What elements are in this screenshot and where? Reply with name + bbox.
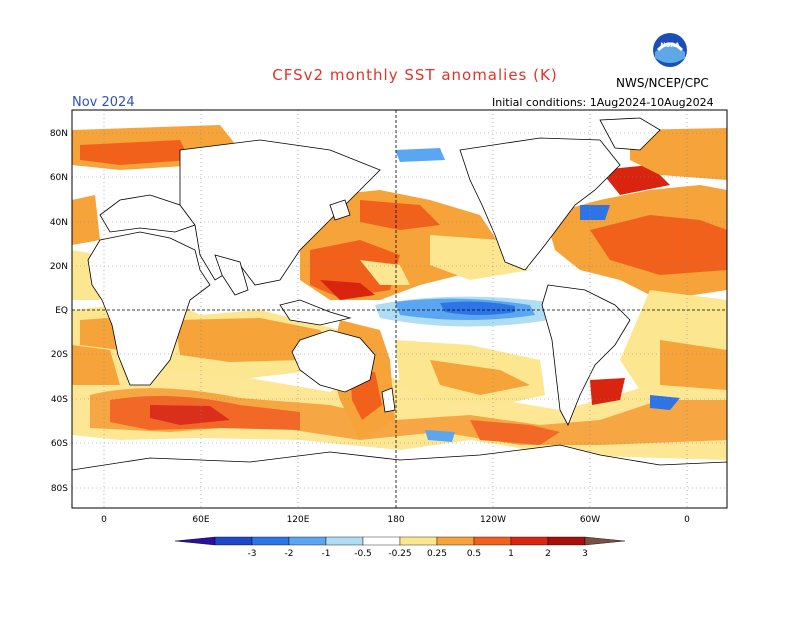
colorbar-segment xyxy=(214,536,253,546)
noaa-logo: NOAA xyxy=(653,33,687,67)
lat-label: 80S xyxy=(51,484,68,494)
lat-label: 20N xyxy=(50,262,68,272)
antarctica xyxy=(72,444,727,508)
lon-labels: 0 60E 120E 180 120W 60W 0 xyxy=(101,515,690,525)
lat-label: 60S xyxy=(51,439,68,449)
lon-label: 0 xyxy=(101,515,107,525)
greenland xyxy=(599,117,661,151)
colorbar-segment xyxy=(325,536,364,546)
colorbar-max-arrow xyxy=(584,536,626,546)
colorbar-segment xyxy=(362,536,401,546)
lat-label: EQ xyxy=(55,306,68,316)
forecast-month: Nov 2024 xyxy=(72,95,135,110)
colorbar-label: -3 xyxy=(248,549,257,559)
colorbar-segment xyxy=(510,536,549,546)
initial-conditions: Initial conditions: 1Aug2024-10Aug2024 xyxy=(492,96,714,109)
africa xyxy=(87,231,211,386)
colorbar-label: -0.25 xyxy=(388,549,411,559)
north-america xyxy=(459,137,621,271)
lon-label: 60E xyxy=(192,515,209,525)
colorbar-segment xyxy=(399,536,438,546)
map-area xyxy=(72,110,727,508)
anomaly-south-pacific xyxy=(395,340,545,442)
new-zealand xyxy=(381,387,396,413)
japan xyxy=(329,199,351,221)
colorbar-label: -0.5 xyxy=(354,549,372,559)
indonesia xyxy=(279,299,352,326)
lon-label: 120E xyxy=(287,515,310,525)
colorbar-min-arrow xyxy=(174,536,216,546)
colorbar-label: -2 xyxy=(285,549,294,559)
colorbar-label: -1 xyxy=(322,549,331,559)
lat-label: 40S xyxy=(51,395,68,405)
colorbar-label: 0.25 xyxy=(427,549,447,559)
lon-label: 60W xyxy=(580,515,600,525)
colorbar-segment xyxy=(436,536,475,546)
colorbar-label: 1 xyxy=(508,549,514,559)
lat-label: 60N xyxy=(50,173,68,183)
colorbar-label: 2 xyxy=(545,549,551,559)
asia xyxy=(179,139,381,286)
colorbar-segment xyxy=(288,536,327,546)
lat-labels: 80N 60N 40N 20N EQ 20S 40S 60S 80S xyxy=(50,129,68,494)
colorbar-label: 3 xyxy=(582,549,588,559)
continents xyxy=(72,117,727,508)
reference-lines xyxy=(72,110,727,508)
australia xyxy=(291,329,376,393)
anomaly-southern-ocean xyxy=(72,368,727,460)
lon-label: 180 xyxy=(387,515,404,525)
anomaly-equatorial-pacific xyxy=(375,296,560,327)
lat-label: 40N xyxy=(50,218,68,228)
anomaly-atlantic xyxy=(545,165,727,410)
colorbar-segment xyxy=(473,536,512,546)
south-america xyxy=(541,284,631,426)
lon-label: 0 xyxy=(684,515,690,525)
lat-label: 20S xyxy=(51,350,68,360)
agency-label: NWS/NCEP/CPC xyxy=(616,76,709,90)
colorbar-segment xyxy=(251,536,290,546)
map-title: CFSv2 monthly SST anomalies (K) xyxy=(272,66,558,84)
noaa-logo-text: NOAA xyxy=(660,42,680,49)
lat-label: 80N xyxy=(50,129,68,139)
map-frame xyxy=(71,109,728,509)
colorbar-label: 0.5 xyxy=(467,549,481,559)
lon-label: 120W xyxy=(480,515,506,525)
india xyxy=(214,254,249,296)
colorbar-segment xyxy=(547,536,586,546)
colorbar: -3 -2 -1 -0.5 -0.25 0.25 0.5 1 2 3 xyxy=(174,536,626,559)
